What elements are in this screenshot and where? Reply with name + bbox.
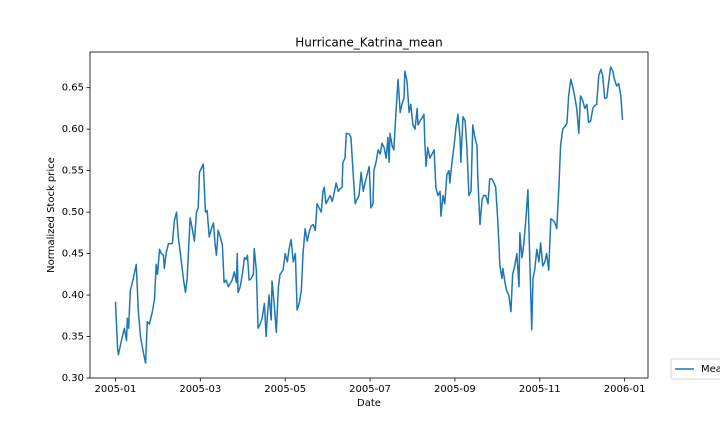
- x-tick-label: 2005-09: [434, 384, 476, 395]
- x-axis-label: Date: [357, 398, 381, 409]
- line-series: [114, 66, 624, 364]
- y-tick-label: 0.60: [62, 124, 84, 135]
- y-tick-label: 0.30: [62, 373, 84, 384]
- plot-frame: [89, 51, 649, 379]
- y-tick-label: 0.55: [62, 166, 84, 177]
- legend-label: Mean: [701, 364, 720, 375]
- legend-box: [670, 358, 720, 380]
- x-tick-label: 2005-05: [264, 384, 306, 395]
- y-tick-label: 0.35: [62, 332, 84, 343]
- y-tick-label: 0.40: [62, 290, 84, 301]
- y-axis-label: Normalized Stock price: [46, 157, 57, 273]
- x-tick-label: 2006-01: [604, 384, 646, 395]
- x-tick-label: 2005-07: [349, 384, 391, 395]
- y-tick-label: 0.65: [62, 83, 84, 94]
- y-tick-label: 0.50: [62, 207, 84, 218]
- x-tick-label: 2005-03: [179, 384, 221, 395]
- chart-title: Hurricane_Katrina_mean: [295, 36, 443, 50]
- y-tick-label: 0.45: [62, 249, 84, 260]
- x-tick-label: 2005-01: [95, 384, 137, 395]
- x-tick-label: 2005-11: [519, 384, 561, 395]
